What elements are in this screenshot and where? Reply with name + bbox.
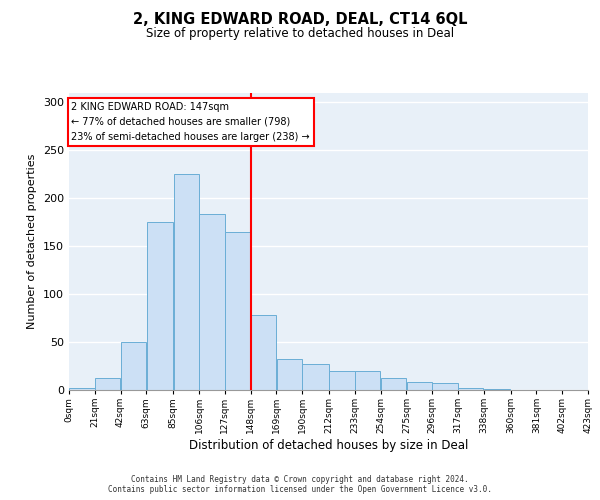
Bar	[407, 382, 432, 390]
Text: 2, KING EDWARD ROAD, DEAL, CT14 6QL: 2, KING EDWARD ROAD, DEAL, CT14 6QL	[133, 12, 467, 28]
Bar	[199, 214, 224, 390]
Bar	[381, 378, 406, 390]
Bar	[173, 174, 199, 390]
Text: 2 KING EDWARD ROAD: 147sqm
← 77% of detached houses are smaller (798)
23% of sem: 2 KING EDWARD ROAD: 147sqm ← 77% of deta…	[71, 102, 310, 142]
X-axis label: Distribution of detached houses by size in Deal: Distribution of detached houses by size …	[189, 439, 468, 452]
Bar	[458, 388, 484, 390]
Bar	[484, 389, 511, 390]
Text: Contains HM Land Registry data © Crown copyright and database right 2024.
Contai: Contains HM Land Registry data © Crown c…	[108, 474, 492, 494]
Text: Size of property relative to detached houses in Deal: Size of property relative to detached ho…	[146, 28, 454, 40]
Bar	[355, 371, 380, 390]
Bar	[95, 378, 120, 390]
Bar	[302, 364, 329, 390]
Bar	[433, 384, 458, 390]
Bar	[251, 315, 276, 390]
Bar	[121, 342, 146, 390]
Bar	[69, 388, 95, 390]
Bar	[225, 232, 250, 390]
Bar	[329, 371, 355, 390]
Bar	[146, 222, 173, 390]
Bar	[277, 360, 302, 390]
Y-axis label: Number of detached properties: Number of detached properties	[28, 154, 37, 329]
